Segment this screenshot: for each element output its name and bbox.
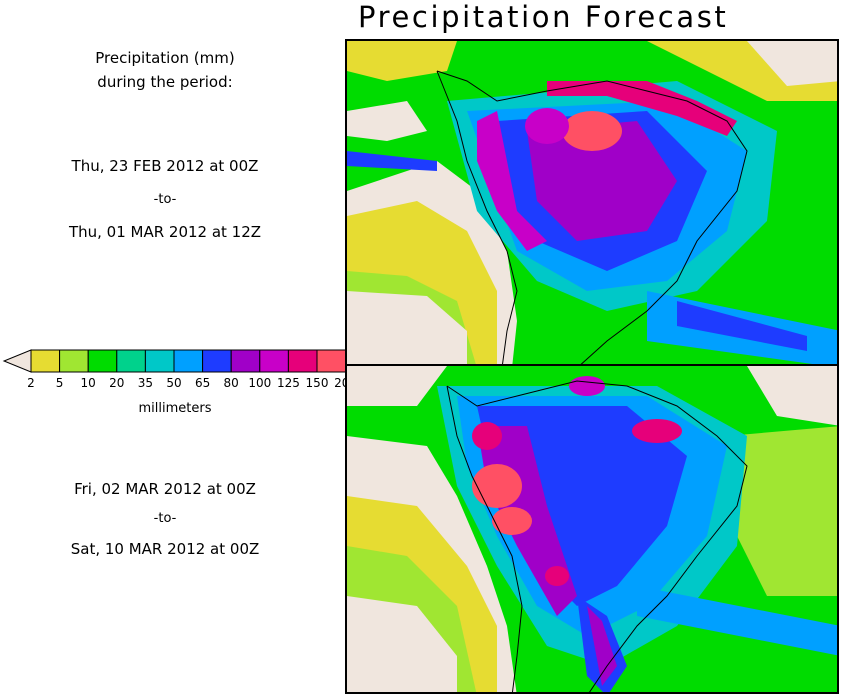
colorbar: 25102035506580100125150200 millimeters: [0, 346, 346, 416]
period-2-label: Fri, 02 MAR 2012 at 00Z -to- Sat, 10 MAR…: [0, 474, 330, 564]
colorbar-tick-label: 50: [166, 376, 181, 390]
legend-header-line1: Precipitation (mm): [0, 46, 330, 70]
map-period-2: [345, 364, 839, 694]
map-2-core-5: [632, 419, 682, 443]
colorbar-cell: [88, 350, 117, 372]
colorbar-cell: [260, 350, 289, 372]
colorbar-ticks: 25102035506580100125150200: [27, 376, 346, 390]
page-title: Precipitation Forecast: [358, 0, 728, 34]
map-2-core-3: [472, 422, 502, 450]
colorbar-tick-label: 20: [109, 376, 124, 390]
map-2-core-2: [492, 507, 532, 535]
colorbar-cells: [4, 350, 346, 372]
colorbar-tick-label: 100: [248, 376, 271, 390]
map-2-core-4: [545, 566, 569, 586]
colorbar-tick-label: 2: [27, 376, 35, 390]
colorbar-cell: [231, 350, 260, 372]
colorbar-cell: [31, 350, 60, 372]
period-2-end: Sat, 10 MAR 2012 at 00Z: [0, 534, 330, 564]
colorbar-tick-label: 5: [56, 376, 64, 390]
colorbar-cell: [117, 350, 146, 372]
legend-header: Precipitation (mm) during the period:: [0, 46, 330, 94]
map-period-1: [345, 39, 839, 366]
period-1-start: Thu, 23 FEB 2012 at 00Z: [0, 150, 330, 183]
colorbar-tick-label: 10: [81, 376, 96, 390]
map-2-core-6: [569, 376, 605, 396]
period-2-start: Fri, 02 MAR 2012 at 00Z: [0, 474, 330, 504]
period-2-separator: -to-: [0, 504, 330, 534]
period-1-end: Thu, 01 MAR 2012 at 12Z: [0, 216, 330, 249]
colorbar-tick-label: 125: [277, 376, 300, 390]
map-2-core-1: [472, 464, 522, 508]
colorbar-cell: [174, 350, 203, 372]
colorbar-tick-label: 35: [138, 376, 153, 390]
colorbar-tick-label: 80: [224, 376, 239, 390]
colorbar-cell: [288, 350, 317, 372]
colorbar-cell: [203, 350, 232, 372]
map-1-amazon-pink: [525, 108, 569, 144]
legend-header-line2: during the period:: [0, 70, 330, 94]
colorbar-cell: [60, 350, 89, 372]
colorbar-cell: [317, 350, 346, 372]
colorbar-tick-label: 150: [306, 376, 329, 390]
map-1-amazon-core: [562, 111, 622, 151]
colorbar-tick-label: 65: [195, 376, 210, 390]
colorbar-unit-label: millimeters: [139, 401, 212, 416]
colorbar-cell: [145, 350, 174, 372]
colorbar-arrow-low: [4, 350, 31, 372]
period-1-separator: -to-: [0, 183, 330, 216]
period-1-label: Thu, 23 FEB 2012 at 00Z -to- Thu, 01 MAR…: [0, 150, 330, 249]
